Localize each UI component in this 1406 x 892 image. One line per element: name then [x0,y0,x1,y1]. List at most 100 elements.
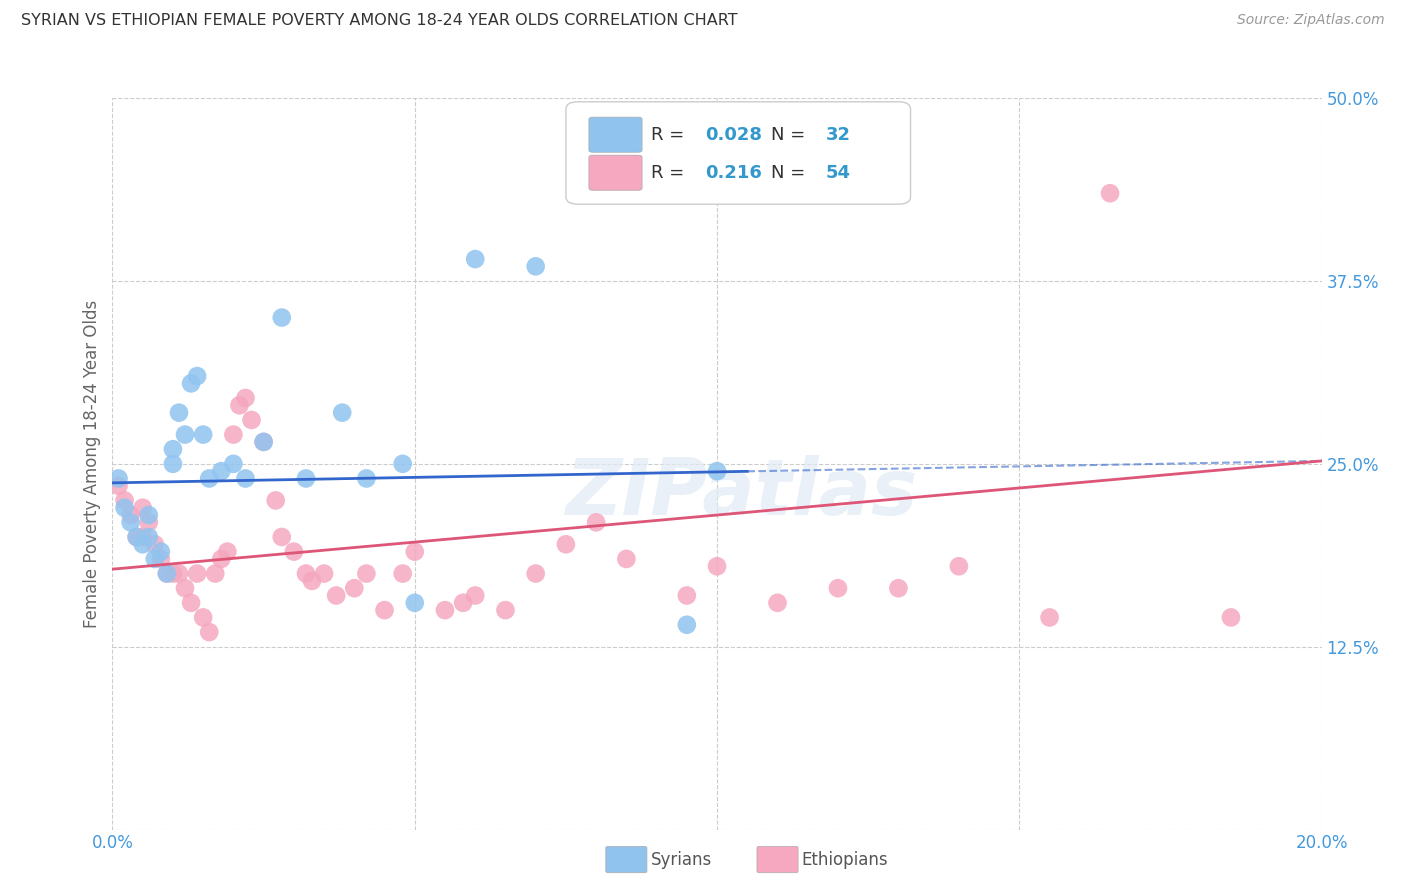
Point [228,398,250,412]
Point [404,544,426,558]
Text: Ethiopians: Ethiopians [801,851,889,869]
Point [554,537,576,551]
Point [253,434,276,449]
Point [156,566,179,581]
Point [270,530,292,544]
Point [675,617,697,632]
Y-axis label: Female Poverty Among 18-24 Year Olds: Female Poverty Among 18-24 Year Olds [83,300,101,628]
Point [138,516,160,530]
Point [120,516,142,530]
Point [120,508,142,522]
Point [295,566,318,581]
Point [162,442,184,457]
Text: 0.216: 0.216 [704,164,762,182]
Point [314,566,336,581]
Point [524,566,547,581]
Point [1098,186,1121,201]
Point [827,581,849,595]
Point [1220,610,1243,624]
Point [222,427,245,442]
Point [283,544,305,558]
Point [433,603,456,617]
Point [191,427,214,442]
Text: SYRIAN VS ETHIOPIAN FEMALE POVERTY AMONG 18-24 YEAR OLDS CORRELATION CHART: SYRIAN VS ETHIOPIAN FEMALE POVERTY AMONG… [21,13,738,29]
Point [143,537,166,551]
Point [138,508,160,522]
Point [451,596,474,610]
Point [343,581,366,595]
FancyBboxPatch shape [589,155,643,190]
Point [616,552,638,566]
Point [240,413,263,427]
Point [330,406,353,420]
Text: N =: N = [772,126,811,144]
Point [495,603,517,617]
Point [156,566,179,581]
Point [143,552,166,566]
Point [114,493,136,508]
Point [524,260,547,274]
Point [132,530,155,544]
Point [253,434,276,449]
Point [132,537,155,551]
Point [209,464,232,478]
Point [180,596,202,610]
Point [217,544,239,558]
Text: Syrians: Syrians [651,851,711,869]
Point [107,479,129,493]
Point [198,625,221,640]
Point [125,530,148,544]
Point [204,566,226,581]
Point [391,457,413,471]
Text: 32: 32 [825,126,851,144]
FancyBboxPatch shape [565,102,911,204]
Point [325,589,347,603]
Point [270,310,292,325]
Point [295,471,318,485]
Text: 0.028: 0.028 [704,126,762,144]
Point [585,516,607,530]
Point [766,596,789,610]
Point [162,457,184,471]
Point [198,471,221,485]
Point [374,603,396,617]
Point [114,500,136,515]
Text: 54: 54 [825,164,851,182]
Point [186,369,208,384]
Point [209,552,232,566]
Point [174,427,197,442]
FancyBboxPatch shape [589,117,643,153]
Point [235,391,257,405]
Point [107,471,129,485]
Point [180,376,202,391]
Point [301,574,323,588]
Point [125,530,148,544]
Point [706,559,728,574]
Point [356,566,378,581]
Point [675,589,697,603]
Text: ZIPatlas: ZIPatlas [565,455,917,531]
Point [132,500,155,515]
Point [887,581,910,595]
Point [1038,610,1062,624]
Point [235,471,257,485]
Point [464,589,486,603]
Point [167,566,190,581]
Point [191,610,214,624]
Point [162,566,184,581]
FancyBboxPatch shape [606,847,647,872]
Point [464,252,486,266]
Text: R =: R = [651,126,689,144]
Point [391,566,413,581]
Point [948,559,970,574]
Point [356,471,378,485]
Point [706,464,728,478]
Point [186,566,208,581]
Point [149,552,172,566]
Point [149,544,172,558]
Point [138,530,160,544]
Point [222,457,245,471]
Text: Source: ZipAtlas.com: Source: ZipAtlas.com [1237,13,1385,28]
FancyBboxPatch shape [756,847,799,872]
Point [264,493,287,508]
